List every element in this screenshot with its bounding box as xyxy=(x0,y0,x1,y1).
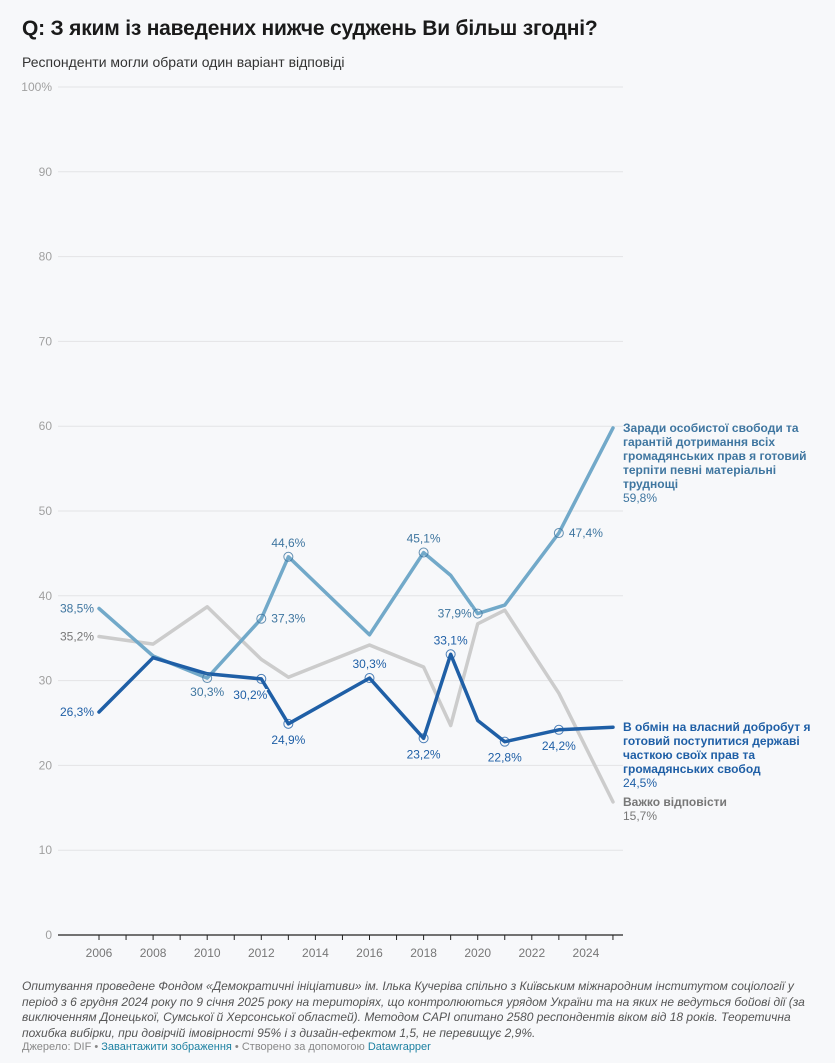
x-tick-label: 2006 xyxy=(86,946,113,960)
data-label: 30,3% xyxy=(190,685,224,699)
point-marker xyxy=(445,649,456,660)
point-marker xyxy=(202,673,213,684)
point-marker xyxy=(283,718,294,729)
y-tick-label: 70 xyxy=(39,334,53,348)
point-labels: 38,5% 30,3% 37,3% 44,6% 45,1% 37,9% 47,4% 26,3%… xyxy=(58,525,604,767)
series-line-2 xyxy=(97,605,615,804)
chart-subtitle: Респонденти могли обрати один варіант ві… xyxy=(22,54,345,70)
series-label-hard-to-say: Важко відповісти 15,7% xyxy=(623,795,813,823)
point-marker xyxy=(256,613,267,624)
download-image-link[interactable]: Завантажити зображення xyxy=(101,1041,232,1053)
data-label: 37,3% xyxy=(271,612,305,626)
x-tick-label: 2010 xyxy=(194,946,221,960)
series-lines xyxy=(97,426,615,804)
data-label: 33,1% xyxy=(434,633,468,647)
datawrapper-link[interactable]: Datawrapper xyxy=(367,1041,431,1053)
y-tick-label: 50 xyxy=(39,504,53,518)
x-tick-label: 2020 xyxy=(464,946,491,960)
x-tick-label: 2014 xyxy=(302,946,329,960)
data-label: 24,9% xyxy=(271,733,305,747)
point-marker xyxy=(418,733,429,744)
series-label-hard-to-say-value: 15,7% xyxy=(623,809,658,823)
x-tick-label: 2016 xyxy=(356,946,383,960)
line-chart: 0 10 20 30 40 50 60 70 80 90 100% 2006 2008 2010 2012… xyxy=(21,80,623,960)
data-label: 24,2% xyxy=(542,739,576,753)
data-label: 26,3% xyxy=(60,705,94,719)
data-label: 30,3% xyxy=(352,657,386,671)
point-marker xyxy=(256,673,267,684)
created-with-label: Створено за допомогою xyxy=(241,1041,365,1053)
point-marker xyxy=(553,528,564,539)
y-tick-label: 80 xyxy=(39,250,53,264)
x-tick-label: 2018 xyxy=(410,946,437,960)
y-tick-label: 10 xyxy=(39,843,53,857)
chart-footer: Джерело: DIF • Завантажити зображення • … xyxy=(22,1041,431,1053)
separator: • xyxy=(231,1041,242,1053)
y-tick-label: 60 xyxy=(39,419,53,433)
series-label-welfare: В обмін на власний добробут я готовий по… xyxy=(623,720,813,790)
series-label-freedom-value: 59,8% xyxy=(623,491,658,505)
data-label: 44,6% xyxy=(271,536,305,550)
point-marker xyxy=(283,551,294,562)
point-marker xyxy=(472,608,483,619)
series-label-hard-to-say-name: Важко відповісти xyxy=(623,795,727,809)
series-label-freedom-name: Заради особистої свободи та гарантій дот… xyxy=(623,421,807,491)
x-tick-label: 2022 xyxy=(518,946,545,960)
y-tick-label: 20 xyxy=(39,758,53,772)
series-label-freedom: Заради особистої свободи та гарантій дот… xyxy=(623,421,813,505)
point-marker xyxy=(499,736,510,747)
data-label: 35,2% xyxy=(60,630,94,644)
x-axis: 2006 2008 2010 2012 2014 2016 2018 2020 2022 2024 xyxy=(58,934,623,960)
y-tick-label: 90 xyxy=(39,165,53,179)
series-label-welfare-name: В обмін на власний добробут я готовий по… xyxy=(623,720,811,776)
separator: • xyxy=(91,1041,102,1053)
point-marker xyxy=(553,724,564,735)
data-label: 47,4% xyxy=(569,526,603,540)
chart-title: Q: З яким із наведених нижче суджень Ви … xyxy=(22,17,598,40)
source-label: Джерело: DIF xyxy=(22,1041,92,1053)
x-tick-label: 2024 xyxy=(573,946,600,960)
series-line-0 xyxy=(97,426,615,680)
chart-notes: Опитування проведене Фондом «Демократичн… xyxy=(22,979,805,1040)
point-markers xyxy=(202,528,564,747)
x-tick-label: 2012 xyxy=(248,946,275,960)
y-tick-label: 100% xyxy=(21,80,52,94)
y-tick-label: 30 xyxy=(39,674,53,688)
data-label: 30,2% xyxy=(233,688,267,702)
data-label: 45,1% xyxy=(407,532,441,546)
y-tick-label: 0 xyxy=(45,928,52,942)
y-axis-ticks: 0 10 20 30 40 50 60 70 80 90 100% xyxy=(21,80,52,942)
point-marker xyxy=(418,547,429,558)
series-label-welfare-value: 24,5% xyxy=(623,776,658,790)
data-label: 22,8% xyxy=(488,751,522,765)
data-label: 23,2% xyxy=(407,747,441,761)
point-marker xyxy=(364,673,375,684)
gridlines xyxy=(58,86,623,851)
y-tick-label: 40 xyxy=(39,589,53,603)
data-label: 37,9% xyxy=(438,607,472,621)
x-tick-label: 2008 xyxy=(140,946,167,960)
data-label: 38,5% xyxy=(60,602,94,616)
series-line-1 xyxy=(97,652,615,744)
